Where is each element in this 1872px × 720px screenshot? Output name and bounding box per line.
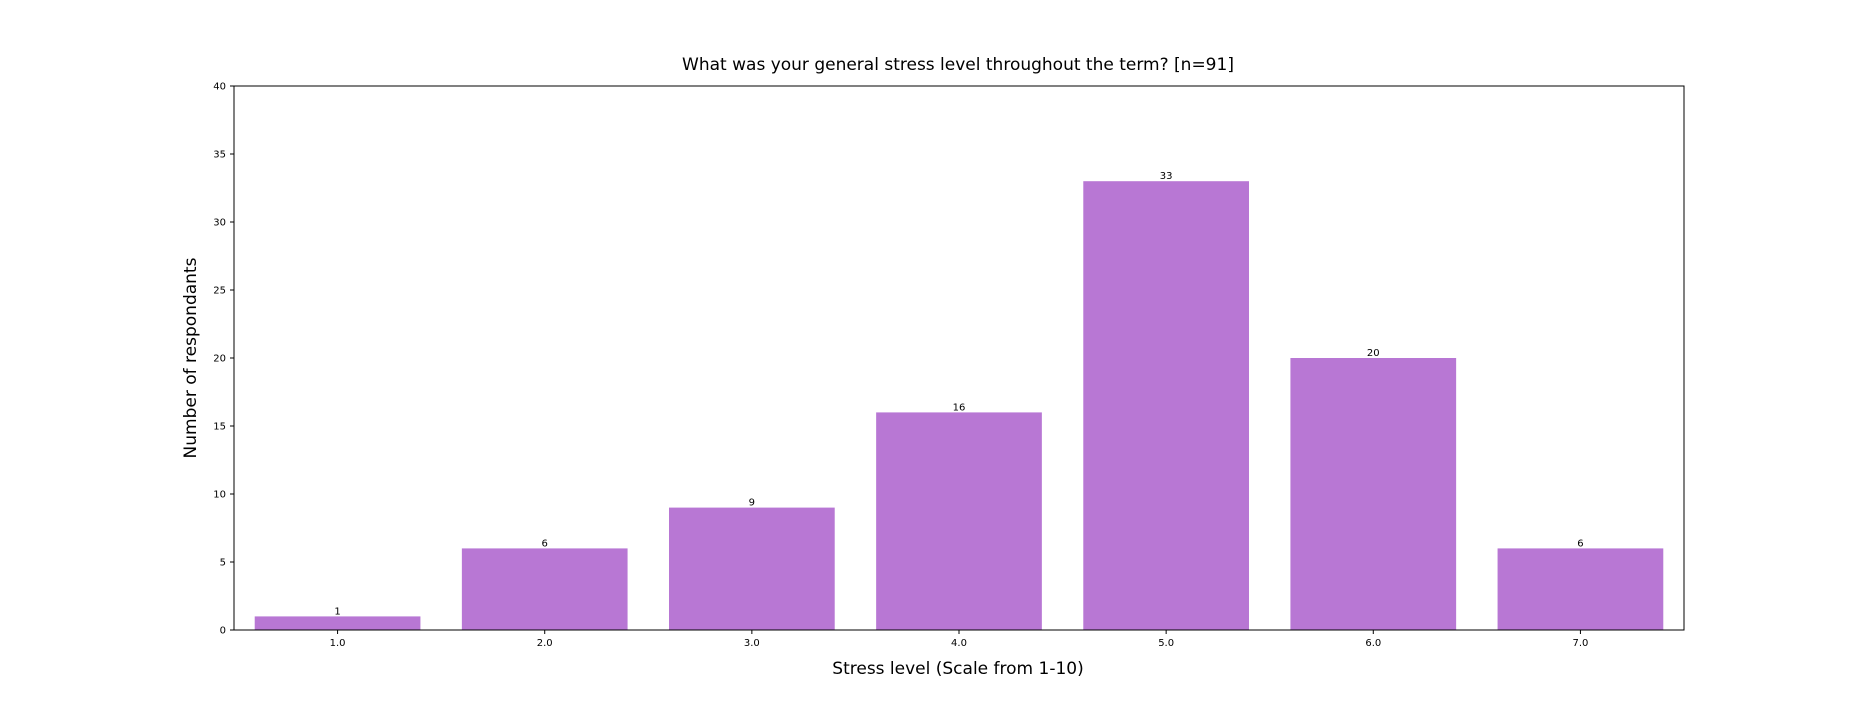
y-tick-label: 10 bbox=[213, 490, 226, 501]
y-axis-ticks: 0 5 10 15 20 25 30 35 40 bbox=[213, 82, 234, 637]
bar-value-label: 16 bbox=[953, 402, 966, 413]
y-tick-label: 5 bbox=[220, 558, 226, 569]
bar-1-0 bbox=[254, 616, 421, 630]
bar-value-label: 6 bbox=[542, 538, 548, 549]
bar-value-label: 6 bbox=[1577, 538, 1583, 549]
bars bbox=[254, 181, 1664, 630]
x-tick-label: 4.0 bbox=[951, 638, 967, 649]
x-tick-label: 5.0 bbox=[1158, 638, 1174, 649]
bar-7-0 bbox=[1497, 548, 1664, 630]
y-axis-label: Number of respondants bbox=[181, 257, 201, 458]
x-tick-label: 2.0 bbox=[537, 638, 553, 649]
x-tick-label: 1.0 bbox=[330, 638, 346, 649]
y-tick-label: 30 bbox=[213, 218, 226, 229]
bar-3-0 bbox=[669, 507, 835, 630]
x-axis-ticks: 1.0 2.0 3.0 4.0 5.0 6.0 7.0 bbox=[330, 630, 1588, 649]
bar-4-0 bbox=[876, 412, 1042, 630]
bar-5-0 bbox=[1083, 181, 1249, 630]
y-tick-label: 0 bbox=[220, 626, 226, 637]
x-axis-label: Stress level (Scale from 1-10) bbox=[832, 659, 1083, 679]
y-tick-label: 40 bbox=[213, 82, 226, 93]
bar-value-label: 1 bbox=[334, 606, 340, 617]
y-tick-label: 15 bbox=[213, 422, 226, 433]
y-tick-label: 25 bbox=[213, 286, 226, 297]
y-tick-label: 20 bbox=[213, 354, 226, 365]
plot-frame bbox=[233, 85, 1685, 631]
bar-value-label: 33 bbox=[1160, 171, 1173, 182]
bar-value-label: 20 bbox=[1367, 348, 1380, 359]
bar-6-0 bbox=[1290, 358, 1457, 630]
x-tick-label: 7.0 bbox=[1572, 638, 1588, 649]
bar-value-label: 9 bbox=[749, 498, 755, 509]
bar-2-0 bbox=[461, 548, 628, 630]
x-tick-label: 6.0 bbox=[1365, 638, 1381, 649]
x-tick-label: 3.0 bbox=[744, 638, 760, 649]
chart-title: What was your general stress level throu… bbox=[682, 55, 1234, 75]
y-tick-label: 35 bbox=[213, 150, 226, 161]
